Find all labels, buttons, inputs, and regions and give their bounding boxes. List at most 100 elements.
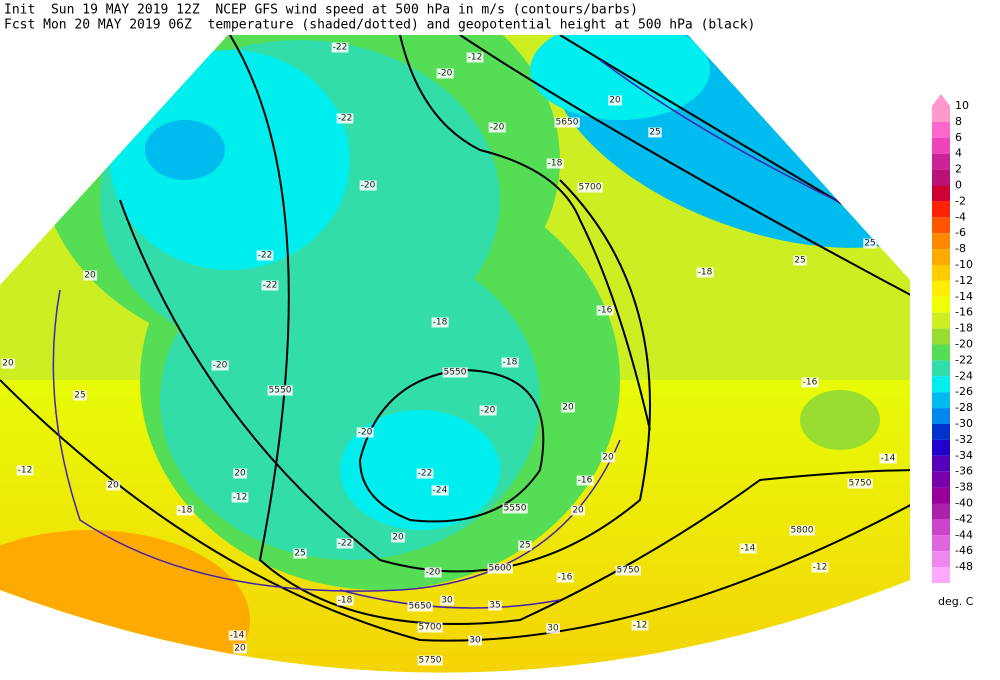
- contour-label-box: [424, 567, 442, 578]
- colorbar-swatch: [932, 471, 950, 488]
- contour-label: 25: [794, 256, 805, 266]
- colorbar-swatch: [932, 567, 950, 583]
- contour-label-box: [407, 601, 433, 612]
- colorbar-swatch: [932, 217, 950, 234]
- header-line: Fcst Mon 20 MAY 2019 06Z temperature (sh…: [4, 18, 755, 33]
- contour-label-box: [789, 525, 815, 536]
- contour-label-box: [596, 305, 614, 316]
- contour-label: 20: [234, 469, 246, 479]
- contour-label-box: [336, 538, 354, 549]
- contour-label-box: [615, 565, 641, 576]
- colorbar-swatch: [932, 503, 950, 520]
- colorbar-label: -18: [955, 322, 973, 335]
- contour-label: 20: [234, 644, 246, 654]
- contour-label-box: [231, 492, 249, 503]
- colorbar-label: -20: [955, 338, 973, 351]
- colorbar-swatch: [932, 185, 950, 202]
- contour-label: -22: [258, 251, 273, 261]
- contour-label-box: [83, 270, 97, 281]
- contour-label: -22: [333, 43, 348, 53]
- colorbar-swatch: [932, 137, 950, 154]
- contour-label: -14: [230, 631, 245, 641]
- colorbar-label: -14: [955, 290, 973, 303]
- contour-label: -16: [803, 378, 818, 388]
- contour-label: -16: [578, 476, 593, 486]
- contour-label-box: [601, 452, 615, 463]
- contour-label-box: [847, 478, 873, 489]
- contour-label: -20: [361, 181, 376, 191]
- contour-label-box: [336, 113, 354, 124]
- colorbar-label: -32: [955, 433, 973, 446]
- colorbar-swatch: [932, 376, 950, 393]
- colorbar-swatch: [932, 344, 950, 361]
- contour-label: 5750: [617, 566, 640, 576]
- colorbar-swatch: [932, 121, 950, 138]
- contour-label: 35: [489, 601, 500, 611]
- colorbar-swatch: [932, 265, 950, 281]
- contour-label-box: [233, 643, 247, 654]
- contour-label-box: [442, 367, 468, 378]
- contour-label: -18: [433, 318, 448, 328]
- contour-label-box: [261, 280, 279, 291]
- contour-label: 5600: [489, 564, 512, 574]
- contour-label: 5700: [579, 183, 602, 193]
- contour-label: 25: [649, 128, 660, 138]
- contour-label: 20: [609, 96, 621, 106]
- colorbar-swatch: [932, 439, 950, 456]
- contour-label: -16: [558, 573, 573, 583]
- contour-label: -18: [178, 506, 193, 516]
- contour-label-box: [1, 358, 15, 369]
- colorbar-label: -8: [955, 242, 966, 255]
- colorbar-label: -24: [955, 369, 973, 382]
- contour-label: -22: [338, 539, 353, 549]
- contour-label-box: [106, 480, 120, 491]
- colorbar-label: 6: [955, 131, 962, 144]
- colorbar-swatch: [932, 328, 950, 345]
- colorbar-swatch: [932, 551, 950, 568]
- contour-label: -18: [698, 268, 713, 278]
- colorbar-label: 2: [955, 163, 962, 176]
- contour-label: -20: [490, 123, 505, 133]
- contour-label: -16: [598, 306, 613, 316]
- contour-label: 30: [469, 636, 481, 646]
- contour-label: 20: [602, 453, 614, 463]
- contour-label-box: [518, 540, 532, 551]
- contour-label: -22: [263, 281, 278, 291]
- contour-label-box: [468, 635, 482, 646]
- contour-label-box: [176, 505, 194, 516]
- colorbar-label: -26: [955, 385, 973, 398]
- contour-label: -12: [18, 466, 33, 476]
- contour-label: 5800: [791, 526, 814, 536]
- contour-label: 20: [562, 403, 574, 413]
- contour-label-box: [417, 655, 443, 666]
- contour-label-box: [608, 95, 622, 106]
- contour-label-box: [696, 267, 714, 278]
- contour-label-box: [811, 562, 829, 573]
- contour-label: 30: [441, 596, 453, 606]
- colorbar-swatch: [932, 535, 950, 552]
- contour-label-box: [546, 158, 564, 169]
- contour-label-box: [793, 255, 807, 266]
- colorbar-label: -46: [955, 544, 973, 557]
- colorbar-label: -48: [955, 560, 973, 573]
- contour-label: -12: [468, 53, 483, 63]
- contour-label: 20: [392, 533, 404, 543]
- colorbar-label: -38: [955, 481, 973, 494]
- colorbar-label: -2: [955, 194, 966, 207]
- contour-label-box: [233, 468, 247, 479]
- colorbar-swatch: [932, 296, 950, 313]
- contour-label-box: [502, 503, 528, 514]
- contour-label: -14: [881, 454, 896, 464]
- contour-label: -24: [433, 486, 448, 496]
- colorbar-swatch: [932, 392, 950, 409]
- contour-label-box: [556, 572, 574, 583]
- contour-label-box: [391, 532, 405, 543]
- colorbar-swatch: [932, 169, 950, 186]
- colorbar-label: -42: [955, 512, 973, 525]
- contour-label: -12: [633, 621, 648, 631]
- contour-label: -20: [426, 568, 441, 578]
- colorbar-label: -28: [955, 401, 973, 414]
- contour-label-box: [631, 620, 649, 631]
- contour-label-box: [561, 402, 575, 413]
